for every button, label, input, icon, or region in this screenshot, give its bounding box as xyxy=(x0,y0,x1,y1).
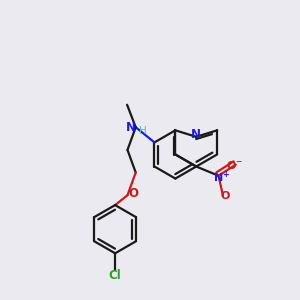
Text: N: N xyxy=(126,121,136,134)
Text: N: N xyxy=(191,128,201,141)
Text: H: H xyxy=(139,126,147,136)
Text: Cl: Cl xyxy=(109,268,122,282)
Text: $\mathregular{N^{+}}$: $\mathregular{N^{+}}$ xyxy=(213,169,230,184)
Text: O: O xyxy=(128,187,138,200)
Text: O: O xyxy=(221,191,230,201)
Text: $\mathregular{O^{-}}$: $\mathregular{O^{-}}$ xyxy=(226,159,243,171)
